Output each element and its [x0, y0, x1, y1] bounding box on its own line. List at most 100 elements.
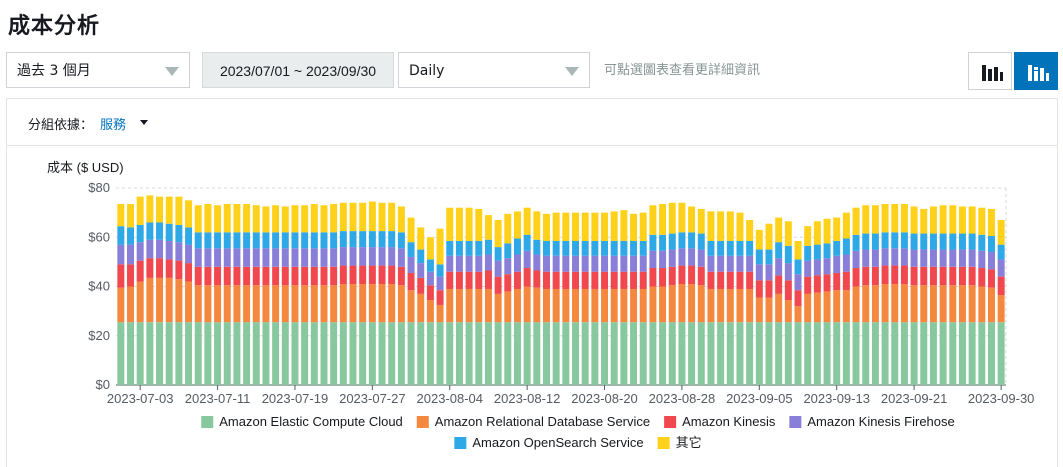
bar-stack[interactable]	[127, 204, 134, 385]
bar-segment[interactable]	[813, 292, 821, 323]
bar-segment[interactable]	[484, 322, 492, 385]
bar-segment[interactable]	[465, 271, 473, 289]
bar-segment[interactable]	[630, 213, 638, 241]
bar-segment[interactable]	[513, 271, 521, 289]
bar-segment[interactable]	[310, 232, 318, 249]
bar-segment[interactable]	[543, 240, 550, 256]
bar-segment[interactable]	[349, 231, 357, 248]
bar-segment[interactable]	[900, 322, 908, 385]
bar-stack[interactable]	[494, 220, 502, 385]
bar-segment[interactable]	[233, 232, 241, 249]
bar-segment[interactable]	[378, 284, 386, 323]
bar-segment[interactable]	[543, 271, 550, 289]
bar-segment[interactable]	[562, 212, 570, 241]
bar-segment[interactable]	[804, 226, 812, 246]
bar-stack[interactable]	[417, 227, 425, 385]
bar-segment[interactable]	[330, 285, 338, 323]
bar-segment[interactable]	[262, 248, 270, 267]
bar-segment[interactable]	[252, 232, 260, 249]
bar-stack[interactable]	[117, 204, 125, 385]
bar-segment[interactable]	[852, 322, 860, 385]
bar-segment[interactable]	[726, 240, 734, 256]
bar-segment[interactable]	[726, 211, 734, 241]
bar-segment[interactable]	[678, 322, 686, 385]
bar-segment[interactable]	[881, 204, 889, 233]
bar-stack[interactable]	[949, 205, 957, 385]
bar-segment[interactable]	[494, 247, 502, 261]
bar-segment[interactable]	[281, 248, 289, 267]
bar-segment[interactable]	[504, 213, 512, 244]
bar-stack[interactable]	[523, 207, 531, 385]
bar-segment[interactable]	[581, 271, 589, 289]
bar-segment[interactable]	[697, 249, 705, 267]
bar-segment[interactable]	[823, 243, 831, 259]
bar-stack[interactable]	[639, 212, 647, 385]
bar-segment[interactable]	[688, 206, 696, 233]
bar-segment[interactable]	[417, 227, 425, 250]
bar-stack[interactable]	[601, 212, 609, 385]
bar-stack[interactable]	[649, 205, 657, 385]
bar-stack[interactable]	[223, 204, 231, 385]
bar-segment[interactable]	[223, 266, 231, 286]
bar-segment[interactable]	[649, 205, 657, 235]
bar-segment[interactable]	[281, 285, 289, 323]
bar-segment[interactable]	[581, 212, 589, 241]
bar-segment[interactable]	[310, 285, 318, 323]
bar-stack[interactable]	[988, 208, 995, 385]
bar-segment[interactable]	[533, 239, 541, 255]
bar-segment[interactable]	[929, 249, 937, 267]
bar-segment[interactable]	[378, 231, 386, 248]
bar-segment[interactable]	[755, 249, 763, 265]
bar-segment[interactable]	[833, 272, 841, 291]
bar-segment[interactable]	[407, 242, 415, 257]
bar-segment[interactable]	[127, 286, 134, 323]
bar-segment[interactable]	[397, 248, 405, 267]
bar-stack[interactable]	[804, 226, 812, 385]
bar-stack[interactable]	[572, 212, 579, 385]
bar-segment[interactable]	[359, 265, 367, 285]
bar-segment[interactable]	[881, 284, 889, 323]
bar-segment[interactable]	[243, 248, 251, 267]
bar-segment[interactable]	[533, 254, 541, 271]
bar-segment[interactable]	[988, 322, 995, 385]
bar-segment[interactable]	[156, 258, 164, 278]
bar-stack[interactable]	[204, 204, 212, 385]
bar-segment[interactable]	[436, 304, 444, 323]
bar-segment[interactable]	[484, 215, 492, 240]
bar-segment[interactable]	[755, 264, 763, 281]
bar-segment[interactable]	[117, 226, 125, 245]
bar-segment[interactable]	[939, 205, 947, 234]
bar-stack[interactable]	[194, 205, 202, 385]
bar-segment[interactable]	[649, 322, 657, 385]
bar-segment[interactable]	[243, 266, 251, 286]
bar-segment[interactable]	[833, 240, 841, 256]
bar-segment[interactable]	[997, 276, 1005, 296]
bar-segment[interactable]	[272, 266, 280, 286]
bar-segment[interactable]	[243, 204, 251, 233]
bar-segment[interactable]	[842, 322, 850, 385]
bar-segment[interactable]	[320, 285, 328, 323]
bar-segment[interactable]	[823, 291, 831, 323]
bar-segment[interactable]	[978, 207, 986, 235]
bar-segment[interactable]	[697, 322, 705, 385]
bar-segment[interactable]	[862, 233, 870, 250]
bar-segment[interactable]	[920, 266, 928, 286]
bar-stack[interactable]	[339, 202, 347, 385]
bar-stack[interactable]	[484, 215, 492, 385]
bar-segment[interactable]	[620, 271, 628, 289]
bar-segment[interactable]	[697, 208, 705, 234]
bar-segment[interactable]	[455, 322, 463, 385]
bar-segment[interactable]	[678, 202, 686, 233]
bar-segment[interactable]	[223, 285, 231, 323]
bar-segment[interactable]	[668, 233, 676, 250]
bar-stack[interactable]	[426, 237, 434, 385]
bar-segment[interactable]	[504, 322, 512, 385]
bar-segment[interactable]	[233, 248, 241, 267]
bar-segment[interactable]	[601, 288, 609, 323]
bar-segment[interactable]	[601, 255, 609, 272]
bar-segment[interactable]	[891, 232, 899, 249]
bar-segment[interactable]	[252, 248, 260, 267]
bar-segment[interactable]	[784, 300, 792, 323]
bar-segment[interactable]	[949, 249, 957, 267]
bar-segment[interactable]	[726, 322, 734, 385]
